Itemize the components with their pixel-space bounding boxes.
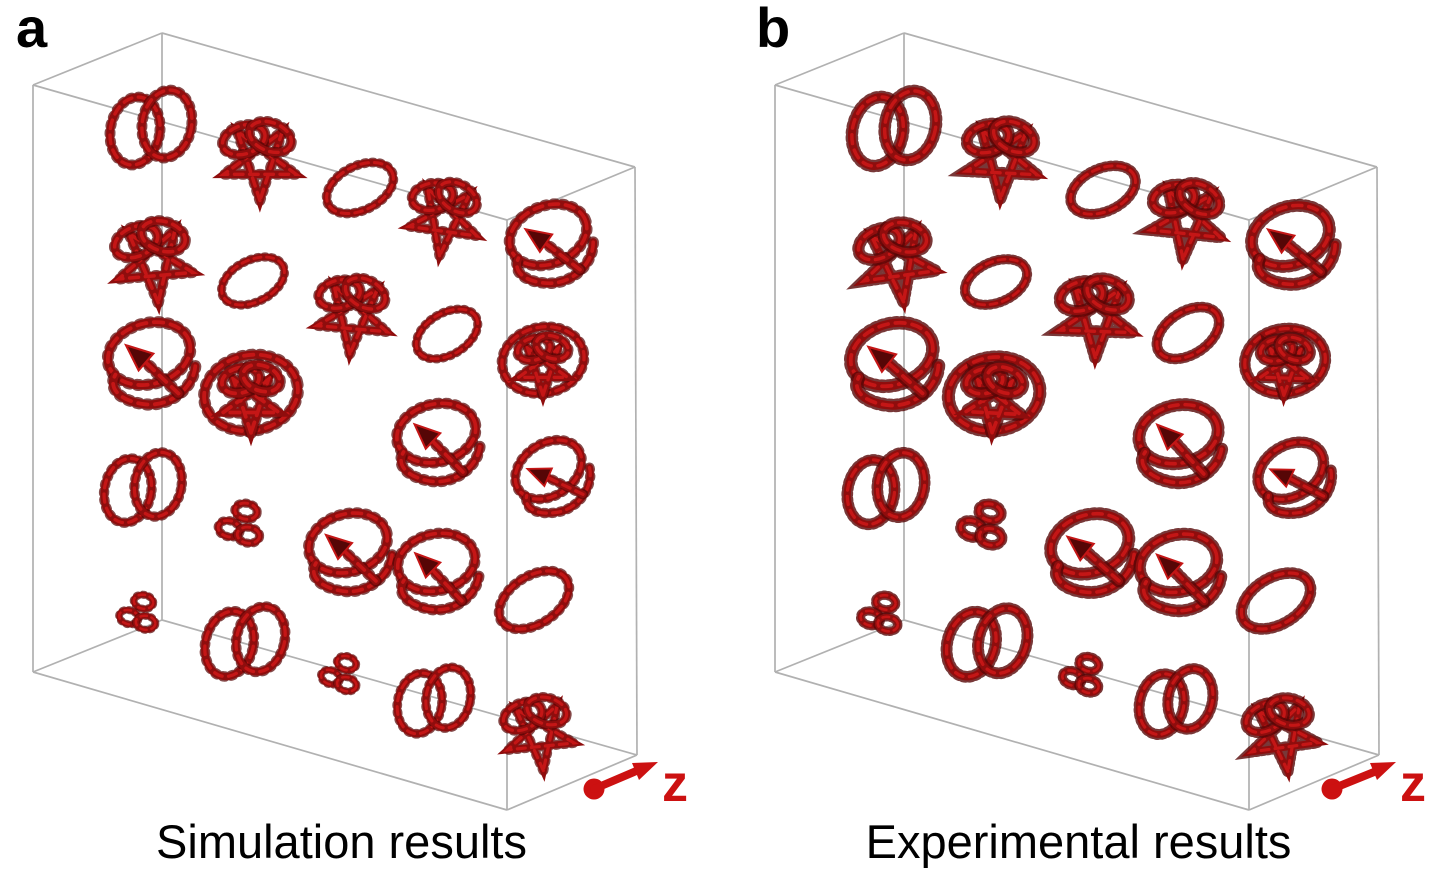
coil-glyph <box>1133 663 1219 741</box>
arrowhead-mark <box>1155 422 1185 452</box>
panel-a-label: a <box>16 0 48 59</box>
qknot-glyph <box>391 397 486 488</box>
star-glyph <box>947 113 1056 219</box>
axis-arrowhead-icon <box>632 762 658 780</box>
ring-glyph <box>1235 567 1317 635</box>
star-glyph <box>1132 173 1239 279</box>
coil-glyph <box>98 447 188 528</box>
ring-glyph <box>959 254 1033 310</box>
triple-glyph <box>316 651 361 696</box>
axis-arrowhead-icon <box>1370 762 1396 780</box>
wireframe-box-edge <box>32 32 163 86</box>
arrowhead-mark <box>1065 535 1096 563</box>
triple-glyph <box>1057 651 1104 698</box>
panel-b-caption: Experimental results <box>865 815 1292 868</box>
qknot-glyph <box>302 507 398 598</box>
panel-b-label: b <box>756 0 791 59</box>
wireframe-box-edge <box>1376 166 1380 756</box>
ring-glyph <box>411 304 483 364</box>
wireframe-box-edge <box>1248 754 1380 811</box>
triple-glyph <box>213 498 265 548</box>
panel-a-caption: Simulation results <box>156 815 527 868</box>
arrowhead-mark <box>412 422 443 451</box>
wireframe-box-edge <box>903 32 1378 168</box>
ring-glyph <box>217 252 289 310</box>
triple-glyph <box>855 590 903 637</box>
arrowhead-mark <box>1268 468 1296 489</box>
coil-glyph <box>199 601 291 682</box>
bigstar-glyph <box>198 348 304 453</box>
wireframe-box-edge <box>634 166 638 756</box>
ring-glyph <box>1065 160 1141 220</box>
star-glyph <box>207 115 313 219</box>
wireframe-box-edge <box>32 671 508 811</box>
triple-glyph <box>115 590 160 634</box>
bigstar-glyph <box>1238 322 1332 415</box>
qknot-glyph <box>510 434 596 519</box>
qknot-glyph <box>503 198 599 289</box>
qknot-glyph <box>1245 198 1342 291</box>
coil-glyph <box>940 602 1034 683</box>
panel-b-plot: z <box>774 32 1426 813</box>
z-axis-indicator: z <box>1321 755 1426 813</box>
ring-glyph <box>493 565 575 635</box>
star-glyph <box>492 690 591 787</box>
z-axis-indicator: z <box>583 755 688 813</box>
arrowhead-mark <box>525 467 554 488</box>
coil-glyph <box>392 662 476 739</box>
axis-arrow-shaft <box>1328 766 1383 793</box>
star-glyph <box>392 173 492 273</box>
z-axis-label: z <box>662 755 688 813</box>
z-axis-label: z <box>1400 755 1426 813</box>
qknot-glyph <box>101 316 202 411</box>
bigstar-glyph <box>941 350 1047 455</box>
star-glyph <box>102 214 211 321</box>
star-glyph <box>300 271 403 372</box>
arrowhead-mark <box>413 551 443 580</box>
ring-glyph <box>321 157 399 219</box>
star-glyph <box>846 212 956 322</box>
arrowhead-mark <box>523 227 554 254</box>
coil-glyph <box>841 446 931 531</box>
arrowhead-mark <box>1265 227 1297 255</box>
qknot-glyph <box>1133 527 1228 618</box>
qknot-glyph <box>1132 398 1229 490</box>
coil-glyph <box>104 84 198 171</box>
qknot-glyph <box>1252 436 1338 520</box>
star-glyph <box>1234 688 1336 790</box>
arrowhead-mark <box>1155 552 1184 581</box>
ring-glyph <box>1151 301 1225 365</box>
axis-arrow-shaft <box>590 765 645 793</box>
wireframe-box-edge <box>506 754 638 811</box>
qknot-glyph <box>392 527 485 616</box>
star-glyph <box>1040 271 1151 378</box>
wireframe-box-edge <box>774 671 1250 811</box>
panel-a-plot: z <box>32 32 688 813</box>
wireframe-box-edge <box>774 32 905 86</box>
arrowhead-mark <box>123 343 156 373</box>
arrowhead-mark <box>324 533 354 561</box>
qknot-glyph <box>1044 507 1141 599</box>
bigstar-glyph <box>496 321 590 413</box>
arrowhead-mark <box>866 345 898 374</box>
coil-glyph <box>845 84 943 173</box>
wireframe-box-edge <box>161 32 636 168</box>
qknot-glyph <box>843 315 946 413</box>
triple-glyph <box>955 498 1008 551</box>
